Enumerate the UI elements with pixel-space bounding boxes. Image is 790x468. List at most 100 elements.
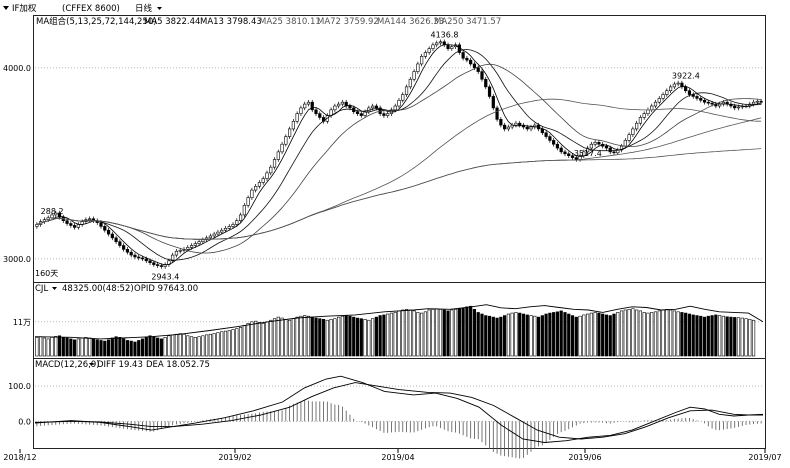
- volume-bar: [401, 309, 405, 357]
- volume-bar: [457, 308, 461, 357]
- volume-bar: [261, 323, 265, 357]
- candle-body: [284, 136, 288, 145]
- volume-legend-opid: OPID 97643.00: [134, 284, 198, 294]
- candle-body: [518, 122, 522, 126]
- price-annotation: 3922.4: [672, 72, 700, 81]
- candle-body: [438, 41, 443, 44]
- volume-bar: [604, 314, 609, 357]
- volume-bar: [397, 310, 401, 357]
- volume-tick-label: 11万: [13, 318, 31, 327]
- candle-body: [205, 237, 209, 241]
- volume-bar: [61, 337, 65, 357]
- candle-body: [657, 98, 661, 103]
- macd-legend-dea: DEA 18.05: [146, 360, 191, 370]
- candle-body: [140, 257, 145, 260]
- volume-bar: [427, 309, 431, 357]
- contract-label[interactable]: IF加权: [12, 3, 37, 14]
- candle-body: [733, 105, 737, 109]
- candle-body: [261, 178, 265, 183]
- candle-body: [46, 217, 50, 221]
- candle-body: [246, 197, 250, 206]
- candle-body: [103, 226, 107, 231]
- volume-bar: [404, 309, 409, 357]
- volume-bar: [374, 316, 378, 357]
- candle-body: [212, 233, 216, 237]
- chevron-down-icon[interactable]: [3, 6, 9, 10]
- volume-bar: [657, 310, 661, 357]
- header: IF加权 (CFFEX 8600) 日线: [3, 3, 162, 14]
- candle-body: [227, 226, 231, 229]
- candle-body: [646, 109, 650, 114]
- candle-body: [480, 71, 484, 80]
- candle-body: [404, 86, 409, 95]
- volume-bar: [748, 318, 752, 357]
- candle-body: [144, 258, 148, 262]
- candle-body: [397, 99, 401, 107]
- volume-bar: [152, 336, 156, 357]
- ma-line-ma5: [36, 44, 762, 266]
- price-annotation: 288.2: [41, 207, 64, 216]
- candle-body: [216, 231, 220, 235]
- volume-bar: [420, 312, 424, 357]
- volume-bar: [518, 312, 522, 357]
- candle-body: [54, 212, 58, 216]
- candle-body: [736, 106, 741, 109]
- candle-body: [250, 189, 254, 199]
- candle-body: [506, 126, 510, 130]
- candle-body: [159, 265, 163, 267]
- ma-legend-item: MA72 3759.92: [317, 17, 379, 27]
- candle-body: [412, 71, 416, 80]
- volume-bar: [321, 318, 326, 357]
- volume-bar: [642, 312, 646, 357]
- volume-chevron-down-icon[interactable]: [52, 287, 57, 290]
- candle-body: [665, 90, 669, 95]
- volume-bar: [510, 312, 514, 357]
- candle-body: [706, 101, 710, 104]
- volume-bar: [616, 312, 620, 357]
- volume-bar: [529, 315, 533, 357]
- candle-body: [401, 94, 405, 101]
- candle-body: [653, 101, 658, 107]
- candle-body: [684, 86, 688, 92]
- candle-body: [529, 126, 533, 130]
- ma-legend-item: MA13 3798.43: [200, 17, 262, 27]
- volume-bar: [295, 316, 299, 357]
- candle-body: [171, 254, 175, 262]
- open-interest-line: [34, 304, 764, 340]
- candle-body: [386, 113, 390, 116]
- volume-bar: [570, 315, 575, 357]
- macd-lines: [34, 375, 764, 443]
- candle-body: [337, 103, 341, 107]
- period-selector[interactable]: 日线: [135, 3, 153, 14]
- candle-body: [197, 241, 201, 244]
- volume-bar: [691, 314, 695, 357]
- volume-bar: [665, 309, 669, 357]
- period-chevron-down-icon[interactable]: [157, 7, 162, 10]
- volume-bar: [378, 315, 382, 357]
- volume-bar: [586, 313, 590, 357]
- candle-body: [627, 134, 631, 141]
- volume-bar: [684, 312, 688, 357]
- price-annotation: 2943.4: [151, 273, 179, 282]
- candle-body: [642, 113, 646, 118]
- volume-bar: [205, 334, 209, 357]
- candle-body: [306, 101, 311, 105]
- volume-bar: [710, 315, 714, 357]
- volume-bar: [442, 309, 446, 357]
- volume-bar: [69, 338, 73, 357]
- candle-body: [35, 224, 39, 227]
- candle-body: [254, 185, 258, 191]
- volume-bar: [461, 307, 465, 357]
- candle-body: [118, 241, 122, 246]
- candle-body: [593, 142, 597, 145]
- price-grid: [35, 67, 763, 260]
- volume-bar: [257, 322, 262, 357]
- volume-bar: [125, 340, 130, 357]
- volume-bar: [601, 313, 605, 357]
- macd-chevron-down-icon[interactable]: [89, 363, 94, 366]
- volume-bar: [171, 334, 175, 357]
- volume-bar: [469, 305, 473, 357]
- candle-body: [148, 260, 152, 264]
- volume-bar: [73, 339, 77, 357]
